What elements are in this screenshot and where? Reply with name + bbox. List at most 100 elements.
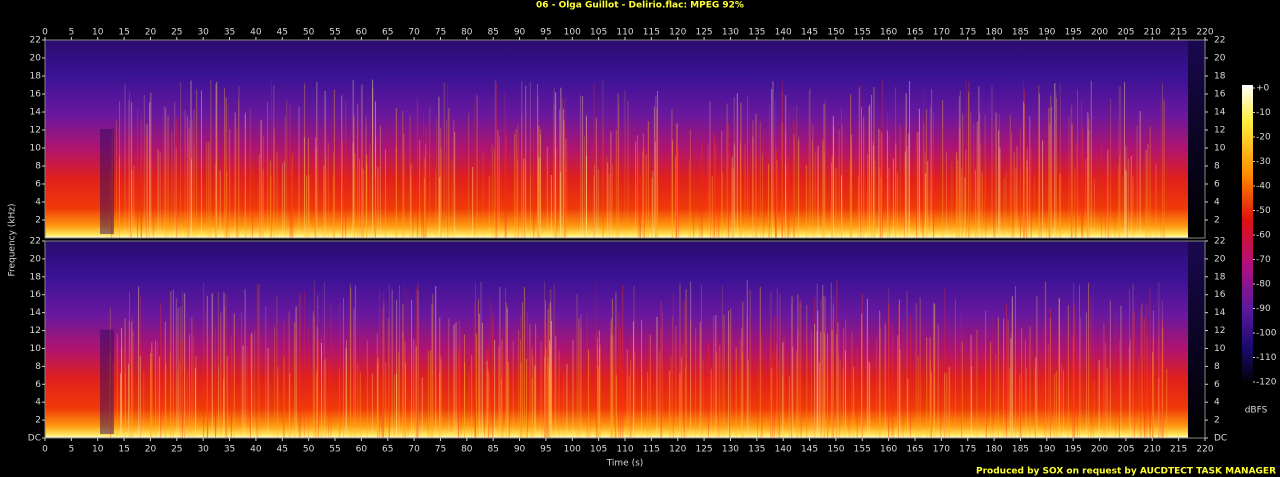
y-tick-label: 4 <box>35 198 41 208</box>
y-tick-label: 6 <box>35 180 41 190</box>
x-tick-label-top: 180 <box>985 28 1002 38</box>
x-tick-label: 190 <box>1038 445 1055 455</box>
colorbar-tick-label: -120 <box>1256 378 1277 388</box>
y-tick-label: 2 <box>35 216 41 226</box>
y-tick-label: 6 <box>35 380 41 390</box>
x-tick-label-top: 25 <box>171 28 182 38</box>
x-tick-label: 70 <box>408 445 420 455</box>
colorbar-tick-label: -10 <box>1256 108 1271 118</box>
y-tick-label-right: 16 <box>1214 90 1226 100</box>
y-tick-label: 18 <box>30 272 42 282</box>
y-tick-label: 16 <box>30 290 42 300</box>
x-tick-label: 60 <box>356 445 368 455</box>
y-tick-label: 10 <box>30 344 42 354</box>
x-tick-label-top: 95 <box>540 28 551 38</box>
x-tick-label-top: 105 <box>590 28 607 38</box>
x-tick-label-top: 50 <box>303 28 315 38</box>
x-tick-label: 105 <box>590 445 607 455</box>
x-tick-label: 25 <box>171 445 182 455</box>
x-tick-label: 35 <box>224 445 235 455</box>
colorbar-tick-label: -100 <box>1256 329 1277 339</box>
x-tick-label: 160 <box>880 445 897 455</box>
x-tick-label-top: 45 <box>277 28 288 38</box>
x-tick-label-top: 195 <box>1065 28 1082 38</box>
x-tick-label: 65 <box>382 445 393 455</box>
x-tick-label-top: 170 <box>933 28 950 38</box>
x-tick-label: 195 <box>1065 445 1082 455</box>
chart-title: 06 - Olga Guillot - Delirio.flac: MPEG 9… <box>536 1 744 11</box>
x-tick-label-top: 15 <box>118 28 129 38</box>
x-tick-label-top: 160 <box>880 28 897 38</box>
x-tick-label: 95 <box>540 445 551 455</box>
spectrum-quiet <box>100 129 114 235</box>
x-tick-label-top: 60 <box>356 28 368 38</box>
x-tick-label: 210 <box>1144 445 1161 455</box>
x-tick-label-top: 155 <box>854 28 871 38</box>
y-tick-label: 12 <box>30 326 41 336</box>
x-tick-label-top: 70 <box>408 28 420 38</box>
x-tick-label-top: 55 <box>329 28 340 38</box>
x-axis-label: Time (s) <box>606 459 644 469</box>
x-tick-label: 5 <box>68 445 74 455</box>
x-tick-label-top: 115 <box>643 28 660 38</box>
y-tick-label: DC <box>28 434 41 444</box>
x-tick-label-top: 100 <box>564 28 581 38</box>
x-tick-label-top: 220 <box>1196 28 1213 38</box>
y-tick-label-right: 2 <box>1214 416 1220 426</box>
y-tick-label-right: 4 <box>1214 198 1220 208</box>
y-tick-label-right: 12 <box>1214 326 1225 336</box>
y-tick-label: 20 <box>30 54 42 64</box>
y-tick-label: 10 <box>30 144 42 154</box>
x-tick-label: 90 <box>514 445 526 455</box>
x-tick-label: 10 <box>92 445 104 455</box>
y-tick-label-right: 22 <box>1214 237 1225 247</box>
y-tick-label: 2 <box>35 416 41 426</box>
y-tick-label-right: 10 <box>1214 144 1226 154</box>
colorbar-tick-label: -40 <box>1256 182 1271 192</box>
x-tick-label: 130 <box>722 445 739 455</box>
y-tick-label: 16 <box>30 90 42 100</box>
x-tick-label-top: 215 <box>1170 28 1187 38</box>
x-tick-label-top: 150 <box>827 28 844 38</box>
spectrum-quiet <box>100 329 114 435</box>
x-tick-label: 175 <box>959 445 976 455</box>
y-tick-label-right: 14 <box>1214 108 1226 118</box>
colorbar-tick-label: -70 <box>1256 255 1271 265</box>
x-tick-label-top: 165 <box>906 28 923 38</box>
x-tick-label-top: 210 <box>1144 28 1161 38</box>
x-tick-label-top: 75 <box>435 28 446 38</box>
colorbar-tick-label: -20 <box>1256 133 1271 143</box>
x-tick-label-top: 85 <box>487 28 498 38</box>
y-tick-label-right: DC <box>1214 434 1227 444</box>
x-tick-label-top: 80 <box>461 28 473 38</box>
x-tick-label-top: 200 <box>1091 28 1108 38</box>
x-tick-label-top: 205 <box>1117 28 1134 38</box>
x-tick-label: 140 <box>775 445 792 455</box>
y-axis-label: Frequency (kHz) <box>8 203 18 276</box>
y-tick-label-right: 6 <box>1214 180 1220 190</box>
y-tick-label: 22 <box>30 36 41 46</box>
colorbar-tick-label: +0 <box>1256 84 1270 94</box>
x-tick-label: 115 <box>643 445 660 455</box>
y-tick-label-right: 20 <box>1214 254 1226 264</box>
colorbar-tick-label: -50 <box>1256 206 1271 216</box>
x-tick-label-top: 190 <box>1038 28 1055 38</box>
x-tick-label: 45 <box>277 445 288 455</box>
colorbar-tick-label: -90 <box>1256 304 1271 314</box>
y-tick-label: 14 <box>30 308 42 318</box>
y-tick-label: 12 <box>30 126 41 136</box>
y-tick-label-right: 8 <box>1214 162 1220 172</box>
x-tick-label: 40 <box>250 445 262 455</box>
colorbar-tick-label: -30 <box>1256 157 1271 167</box>
x-tick-label: 80 <box>461 445 473 455</box>
y-tick-label: 18 <box>30 72 42 82</box>
x-tick-label-top: 145 <box>801 28 818 38</box>
y-tick-label: 14 <box>30 108 42 118</box>
y-tick-label-right: 10 <box>1214 344 1226 354</box>
y-tick-label-right: 12 <box>1214 126 1225 136</box>
footer: Produced by SOX on request by AUCDTECT T… <box>976 467 1276 477</box>
x-tick-label-top: 90 <box>514 28 526 38</box>
y-tick-label-right: 6 <box>1214 380 1220 390</box>
y-tick-label-right: 18 <box>1214 272 1226 282</box>
x-tick-label-top: 120 <box>669 28 686 38</box>
